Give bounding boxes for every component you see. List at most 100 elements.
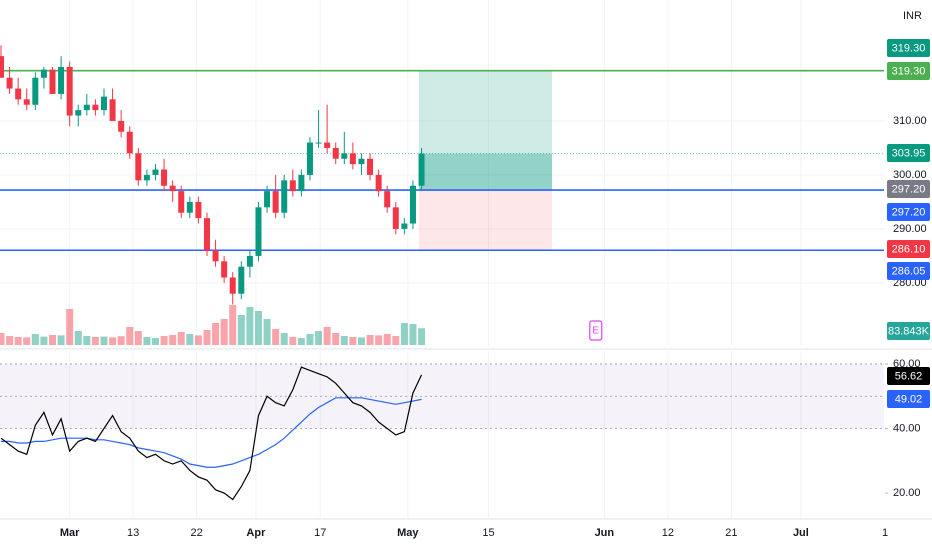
price-label: 303.95	[892, 147, 926, 159]
volume-bar	[357, 337, 365, 345]
x-tick-label: May	[397, 527, 419, 539]
candle-body	[178, 191, 185, 213]
price-label: 286.10	[892, 243, 926, 255]
candle-body	[195, 201, 202, 219]
currency-label: INR	[903, 10, 922, 22]
volume-bar	[6, 336, 14, 345]
candle-body	[332, 147, 339, 159]
x-tick-label: 12	[662, 527, 674, 539]
position-profit-zone	[418, 153, 552, 191]
x-tick-label: Mar	[60, 527, 80, 539]
volume-bar	[194, 335, 202, 345]
candle-body	[375, 174, 382, 192]
candle-body	[221, 261, 228, 278]
rsi-pane	[0, 352, 884, 518]
candle-body	[32, 77, 39, 105]
volume-bar	[220, 319, 228, 345]
candle-body	[66, 66, 73, 116]
candle-body	[109, 99, 116, 121]
price-label-box	[887, 39, 930, 57]
price-label: 319.30	[892, 42, 926, 54]
position-target-zone	[418, 70, 552, 191]
rsi-tick-label: 60.00	[893, 358, 921, 370]
volume-bar	[332, 333, 340, 345]
candle-body	[306, 142, 313, 175]
volume-bar	[134, 331, 142, 345]
candle-body	[358, 158, 365, 165]
candle-body	[324, 142, 331, 148]
volume-bar	[109, 337, 117, 345]
volume-bar	[14, 337, 22, 345]
candle-body	[143, 174, 150, 181]
candle-body	[315, 142, 322, 144]
volume-bar	[323, 327, 331, 345]
candle-body	[272, 191, 279, 213]
candle-body	[83, 104, 90, 111]
volume-bar	[289, 337, 297, 345]
volume-bar	[280, 333, 288, 345]
x-tick-label: 22	[191, 527, 203, 539]
candle-body	[401, 223, 408, 229]
volume-bar	[186, 334, 194, 345]
volume-bar	[409, 324, 417, 345]
rsi-line	[0, 366, 423, 501]
volume-bar	[229, 305, 237, 345]
candle-body	[186, 201, 193, 213]
volume-bar	[91, 337, 99, 345]
candle-body	[92, 104, 99, 111]
y-tick-label: 290.00	[893, 223, 927, 235]
price-label: 297.20	[892, 183, 926, 195]
price-label: 49.02	[895, 393, 923, 405]
x-tick-label: 15	[482, 527, 494, 539]
price-label-box	[887, 322, 930, 340]
candle-body	[281, 180, 288, 213]
price-label: 319.30	[892, 65, 926, 77]
event-marker	[589, 320, 603, 341]
volume-bar	[383, 334, 391, 345]
volume-bar	[237, 315, 245, 345]
candle-body	[298, 174, 305, 192]
volume-bar	[263, 319, 271, 345]
volume-bar	[169, 335, 177, 345]
volume-bar	[272, 329, 280, 345]
candle-body	[341, 153, 348, 159]
volume-bar	[66, 309, 74, 345]
x-tick-label: 17	[314, 527, 326, 539]
price-label: 56.62	[895, 370, 923, 382]
candle-body	[203, 218, 210, 251]
price-label-box	[887, 262, 930, 280]
volume-bar	[74, 331, 82, 345]
volume-bar	[160, 336, 168, 345]
x-tick-label: 1	[882, 527, 888, 539]
volume-bar	[400, 323, 408, 345]
price-label-box	[887, 180, 930, 198]
volume-bar	[151, 338, 159, 345]
candle-body	[118, 120, 125, 132]
x-tick-label: Jun	[595, 527, 615, 539]
event-label: E	[592, 326, 599, 337]
price-label: 297.20	[892, 206, 926, 218]
candle-body	[58, 66, 65, 94]
rsi-ma-line	[1, 397, 422, 468]
volume-bar	[340, 336, 348, 345]
candle-body	[75, 110, 82, 116]
candle-body	[255, 207, 262, 256]
volume-bar	[203, 330, 211, 345]
candle-body	[212, 250, 219, 262]
x-tick-label: Apr	[246, 527, 266, 539]
volume-bar	[57, 335, 65, 345]
candle-body	[49, 69, 56, 94]
volume-bar	[306, 334, 314, 345]
candle-body	[0, 56, 4, 78]
price-label-box	[887, 62, 930, 80]
volume-bar	[0, 333, 5, 345]
volume-bar	[315, 331, 323, 345]
price-label: 83.843K	[888, 325, 930, 337]
volume-bar	[31, 334, 39, 345]
candle-body	[246, 255, 253, 267]
candle-body	[15, 88, 22, 100]
